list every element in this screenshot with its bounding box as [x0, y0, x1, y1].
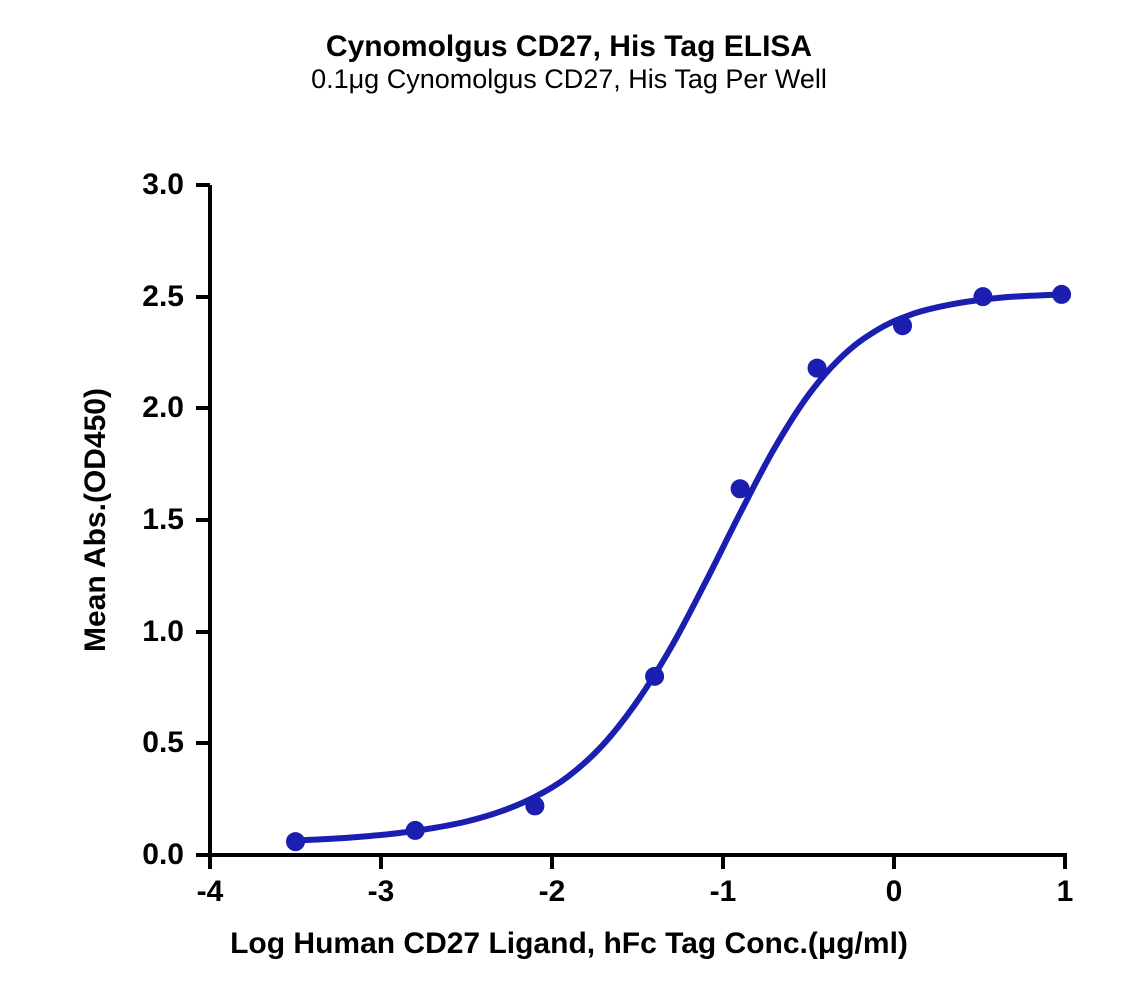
x-tick-label: -1 — [710, 875, 737, 909]
y-tick — [196, 630, 210, 634]
x-tick-label: -4 — [197, 875, 224, 909]
data-marker — [974, 288, 992, 306]
y-tick-label: 3.0 — [104, 168, 184, 202]
y-tick — [196, 741, 210, 745]
y-tick — [196, 518, 210, 522]
figure-root: Cynomolgus CD27, His Tag ELISA 0.1μg Cyn… — [0, 0, 1138, 1004]
y-tick-label: 0.0 — [104, 838, 184, 872]
data-marker — [406, 821, 424, 839]
x-tick — [550, 855, 554, 869]
y-tick — [196, 406, 210, 410]
y-tick — [196, 183, 210, 187]
y-tick-label: 1.0 — [104, 615, 184, 649]
data-marker — [526, 797, 544, 815]
data-marker — [731, 480, 749, 498]
x-tick-label: 1 — [1057, 875, 1074, 909]
chart-title: Cynomolgus CD27, His Tag ELISA — [0, 30, 1138, 64]
x-tick — [721, 855, 725, 869]
x-tick — [1063, 855, 1067, 869]
y-tick-label: 0.5 — [104, 726, 184, 760]
x-tick — [208, 855, 212, 869]
data-marker — [808, 359, 826, 377]
x-tick-label: -3 — [368, 875, 395, 909]
y-tick — [196, 853, 210, 857]
y-tick-label: 2.0 — [104, 391, 184, 425]
y-tick-label: 1.5 — [104, 503, 184, 537]
plot-area: -4-3-2-1010.00.51.01.52.02.53.0 — [210, 185, 1065, 855]
x-tick — [379, 855, 383, 869]
x-tick — [892, 855, 896, 869]
series-svg — [210, 185, 1065, 855]
data-marker — [1053, 285, 1071, 303]
y-axis-label: Mean Abs.(OD450) — [79, 388, 113, 652]
y-tick-label: 2.5 — [104, 280, 184, 314]
data-marker — [646, 667, 664, 685]
y-tick — [196, 295, 210, 299]
x-tick-label: -2 — [539, 875, 566, 909]
title-block: Cynomolgus CD27, His Tag ELISA 0.1μg Cyn… — [0, 30, 1138, 95]
fit-curve — [296, 294, 1062, 840]
x-tick-label: 0 — [886, 875, 903, 909]
chart-subtitle: 0.1μg Cynomolgus CD27, His Tag Per Well — [0, 64, 1138, 95]
data-marker — [894, 317, 912, 335]
x-axis-label: Log Human CD27 Ligand, hFc Tag Conc.(μg/… — [0, 927, 1138, 961]
data-marker — [287, 833, 305, 851]
